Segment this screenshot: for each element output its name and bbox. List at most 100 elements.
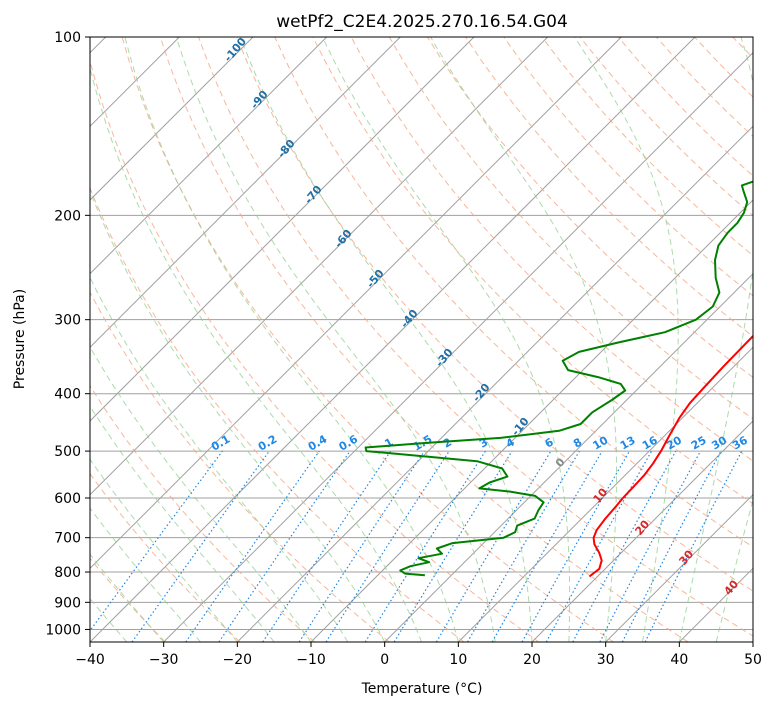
x-axis: −40 −30 −20 −10 0 10 20 30 40 50 xyxy=(75,642,762,668)
x-tick-label: −20 xyxy=(223,652,253,668)
dry-adiabat-line xyxy=(121,37,614,642)
dry-adiabat-label: -90 xyxy=(248,88,271,112)
mixing-ratio-line xyxy=(435,450,552,642)
dry-adiabat-label: -30 xyxy=(433,346,456,370)
dry-adiabat-label: -100 xyxy=(221,35,249,65)
mixing-ratio-line xyxy=(621,450,722,642)
isotherm-line xyxy=(90,37,696,642)
mixing-ratio-line xyxy=(325,450,450,642)
y-tick-label: 700 xyxy=(54,531,81,547)
isotherm-line xyxy=(457,346,753,642)
x-axis-label: Temperature (°C) xyxy=(361,681,483,697)
profiles xyxy=(364,180,753,578)
dry-adiabat-line xyxy=(503,37,753,297)
isotherm-line xyxy=(90,37,401,349)
dry-adiabat-line xyxy=(694,37,753,98)
dry-adiabat-line xyxy=(771,37,775,642)
mixing-ratio-label: 2 xyxy=(441,436,454,451)
mixing-ratio-label: 16 xyxy=(640,433,660,452)
moist-adiabat-line xyxy=(90,458,238,642)
moist-adiabat-line xyxy=(90,405,275,642)
moist-adiabat-line xyxy=(90,65,422,642)
y-tick-label: 100 xyxy=(54,30,81,46)
mixing-ratio-label: 1 xyxy=(382,436,395,451)
x-tick-label: 50 xyxy=(744,652,762,668)
mixing-ratio-line xyxy=(393,450,513,642)
background-lines xyxy=(90,37,775,642)
dry-adiabat-line xyxy=(350,37,753,462)
dry-adiabat-line xyxy=(159,37,689,642)
isotherm-line xyxy=(310,199,753,642)
mixing-ratio-line xyxy=(90,450,223,632)
moist-adiabat-label: 30 xyxy=(676,547,696,567)
isotherm-line xyxy=(90,37,254,201)
mixing-ratio-label: 36 xyxy=(730,433,750,452)
moist-adiabat-line xyxy=(90,597,128,642)
mixing-ratio-line xyxy=(644,450,743,642)
isotherm-line xyxy=(236,125,753,642)
dry-adiabat-line xyxy=(90,186,465,642)
x-tick-label: −30 xyxy=(149,652,179,668)
dry-adiabat-label: -20 xyxy=(470,381,493,405)
mixing-ratio-line xyxy=(262,450,392,642)
moist-adiabat-line xyxy=(574,37,679,642)
dry-adiabat-label: -50 xyxy=(364,267,387,291)
isotherm-line xyxy=(752,641,753,642)
mixing-ratio-line xyxy=(599,450,702,642)
mixing-ratio-label: 0.4 xyxy=(306,432,330,453)
y-axis-label: Pressure (hPa) xyxy=(12,289,28,389)
line-labels: 0.1 0.2 0.4 0.6 1 1.5 2 3 4 6 8 10 13 16 20 25 30 36-100-… xyxy=(209,35,750,598)
isotherm-line xyxy=(90,37,622,570)
moist-adiabat-label: 10 xyxy=(590,485,610,505)
moist-adiabat-line xyxy=(124,37,459,642)
dry-adiabat-line xyxy=(656,37,753,138)
y-axis: 100 200 300 400 500 600 700 800 900 1000 xyxy=(45,30,90,638)
x-tick-label: −40 xyxy=(75,652,105,668)
chart-title: wetPf2_C2E4.2025.270.16.54.G04 xyxy=(276,12,568,32)
y-tick-label: 900 xyxy=(54,595,81,611)
y-tick-label: 400 xyxy=(54,387,81,403)
mixing-ratio-line xyxy=(572,450,677,642)
dry-adiabat-line xyxy=(90,384,316,642)
isotherm-line xyxy=(163,51,753,642)
x-tick-label: 30 xyxy=(597,652,615,668)
x-tick-label: 40 xyxy=(670,652,688,668)
moist-adiabat-line xyxy=(715,498,753,642)
moist-adiabat-label: 40 xyxy=(721,577,741,597)
dry-adiabat-line xyxy=(90,472,241,642)
mixing-ratio-label: 0.2 xyxy=(256,433,279,454)
isotherm-line xyxy=(531,420,753,642)
dry-adiabat-line xyxy=(198,37,753,637)
x-tick-label: 20 xyxy=(523,652,541,668)
mixing-ratio-label: 0.6 xyxy=(337,432,361,453)
isotherm-line xyxy=(384,272,753,642)
moist-adiabat-line xyxy=(90,345,312,642)
y-tick-label: 800 xyxy=(54,565,81,581)
moist-adiabat-line xyxy=(90,189,386,642)
dry-adiabat-label: -80 xyxy=(275,137,298,161)
moist-adiabat-label: 20 xyxy=(632,517,652,537)
dry-adiabat-label: -60 xyxy=(332,227,355,251)
dry-adiabat-line xyxy=(541,37,753,257)
y-tick-label: 300 xyxy=(54,313,81,329)
y-tick-label: 500 xyxy=(54,444,81,460)
moist-adiabat-line xyxy=(90,276,349,642)
dry-adiabat-line xyxy=(236,37,753,592)
moist-adiabat-line xyxy=(678,37,753,642)
mixing-ratio-label: 10 xyxy=(591,433,611,452)
dry-adiabat-label: -70 xyxy=(302,183,325,207)
mixing-ratio-line xyxy=(185,450,320,642)
mixing-ratio-line xyxy=(298,450,425,642)
mixing-ratio-label: 0.1 xyxy=(209,433,232,454)
isotherm-line xyxy=(605,493,753,642)
moist-adiabat-line xyxy=(90,507,201,642)
mixing-ratio-line xyxy=(131,450,270,642)
y-tick-label: 1000 xyxy=(45,622,81,638)
x-tick-label: −10 xyxy=(296,652,326,668)
dry-adiabat-line xyxy=(426,37,753,378)
moist-adiabat-line xyxy=(90,553,165,642)
mixing-ratio-line xyxy=(521,450,631,642)
isotherm-line xyxy=(678,567,753,642)
plot-frame xyxy=(89,36,754,643)
